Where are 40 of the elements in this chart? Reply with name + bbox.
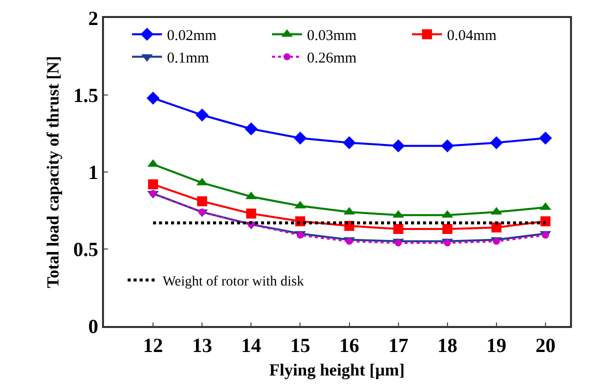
point bbox=[393, 224, 404, 234]
y-axis-title: Total load capacity of thrust [N] bbox=[43, 56, 62, 288]
point bbox=[146, 92, 160, 105]
point bbox=[440, 139, 454, 152]
legend-label: Weight of rotor with disk bbox=[162, 274, 304, 290]
x-tick-label: 17 bbox=[388, 334, 408, 357]
point bbox=[342, 136, 356, 150]
point bbox=[198, 208, 206, 216]
legend-label: 0.1mm bbox=[167, 50, 210, 67]
y-tick-label: 2 bbox=[88, 8, 98, 30]
y-tick-label: 0 bbox=[88, 316, 98, 338]
x-tick-label: 20 bbox=[535, 334, 556, 357]
legend-label: 0.26mm bbox=[307, 50, 357, 67]
point bbox=[148, 179, 158, 190]
x-tick-label: 19 bbox=[486, 334, 506, 357]
point bbox=[491, 222, 502, 232]
y-tick-label: 0.5 bbox=[73, 239, 98, 261]
y-tick-label: 1 bbox=[88, 162, 98, 184]
point bbox=[150, 190, 157, 198]
point bbox=[196, 108, 209, 122]
x-tick-label: 18 bbox=[437, 334, 458, 357]
y-tick-label: 1.5 bbox=[73, 85, 98, 107]
point bbox=[246, 208, 256, 219]
point bbox=[490, 136, 503, 150]
point bbox=[392, 139, 405, 152]
point bbox=[442, 224, 452, 234]
x-tick-label: 12 bbox=[143, 334, 164, 357]
x-tick-label: 14 bbox=[241, 334, 262, 357]
point bbox=[538, 132, 552, 145]
point bbox=[244, 122, 258, 136]
x-tick-label: 16 bbox=[339, 334, 360, 357]
point bbox=[540, 216, 550, 226]
point bbox=[197, 196, 208, 206]
x-axis-title: Flying height [µm] bbox=[269, 360, 405, 380]
legend-label: 0.04mm bbox=[447, 28, 497, 44]
legend-label: 0.03mm bbox=[307, 28, 357, 44]
x-tick-label: 13 bbox=[192, 334, 212, 357]
point bbox=[294, 132, 307, 145]
legend-label: 0.02mm bbox=[167, 28, 217, 44]
x-tick-label: 15 bbox=[290, 334, 310, 357]
